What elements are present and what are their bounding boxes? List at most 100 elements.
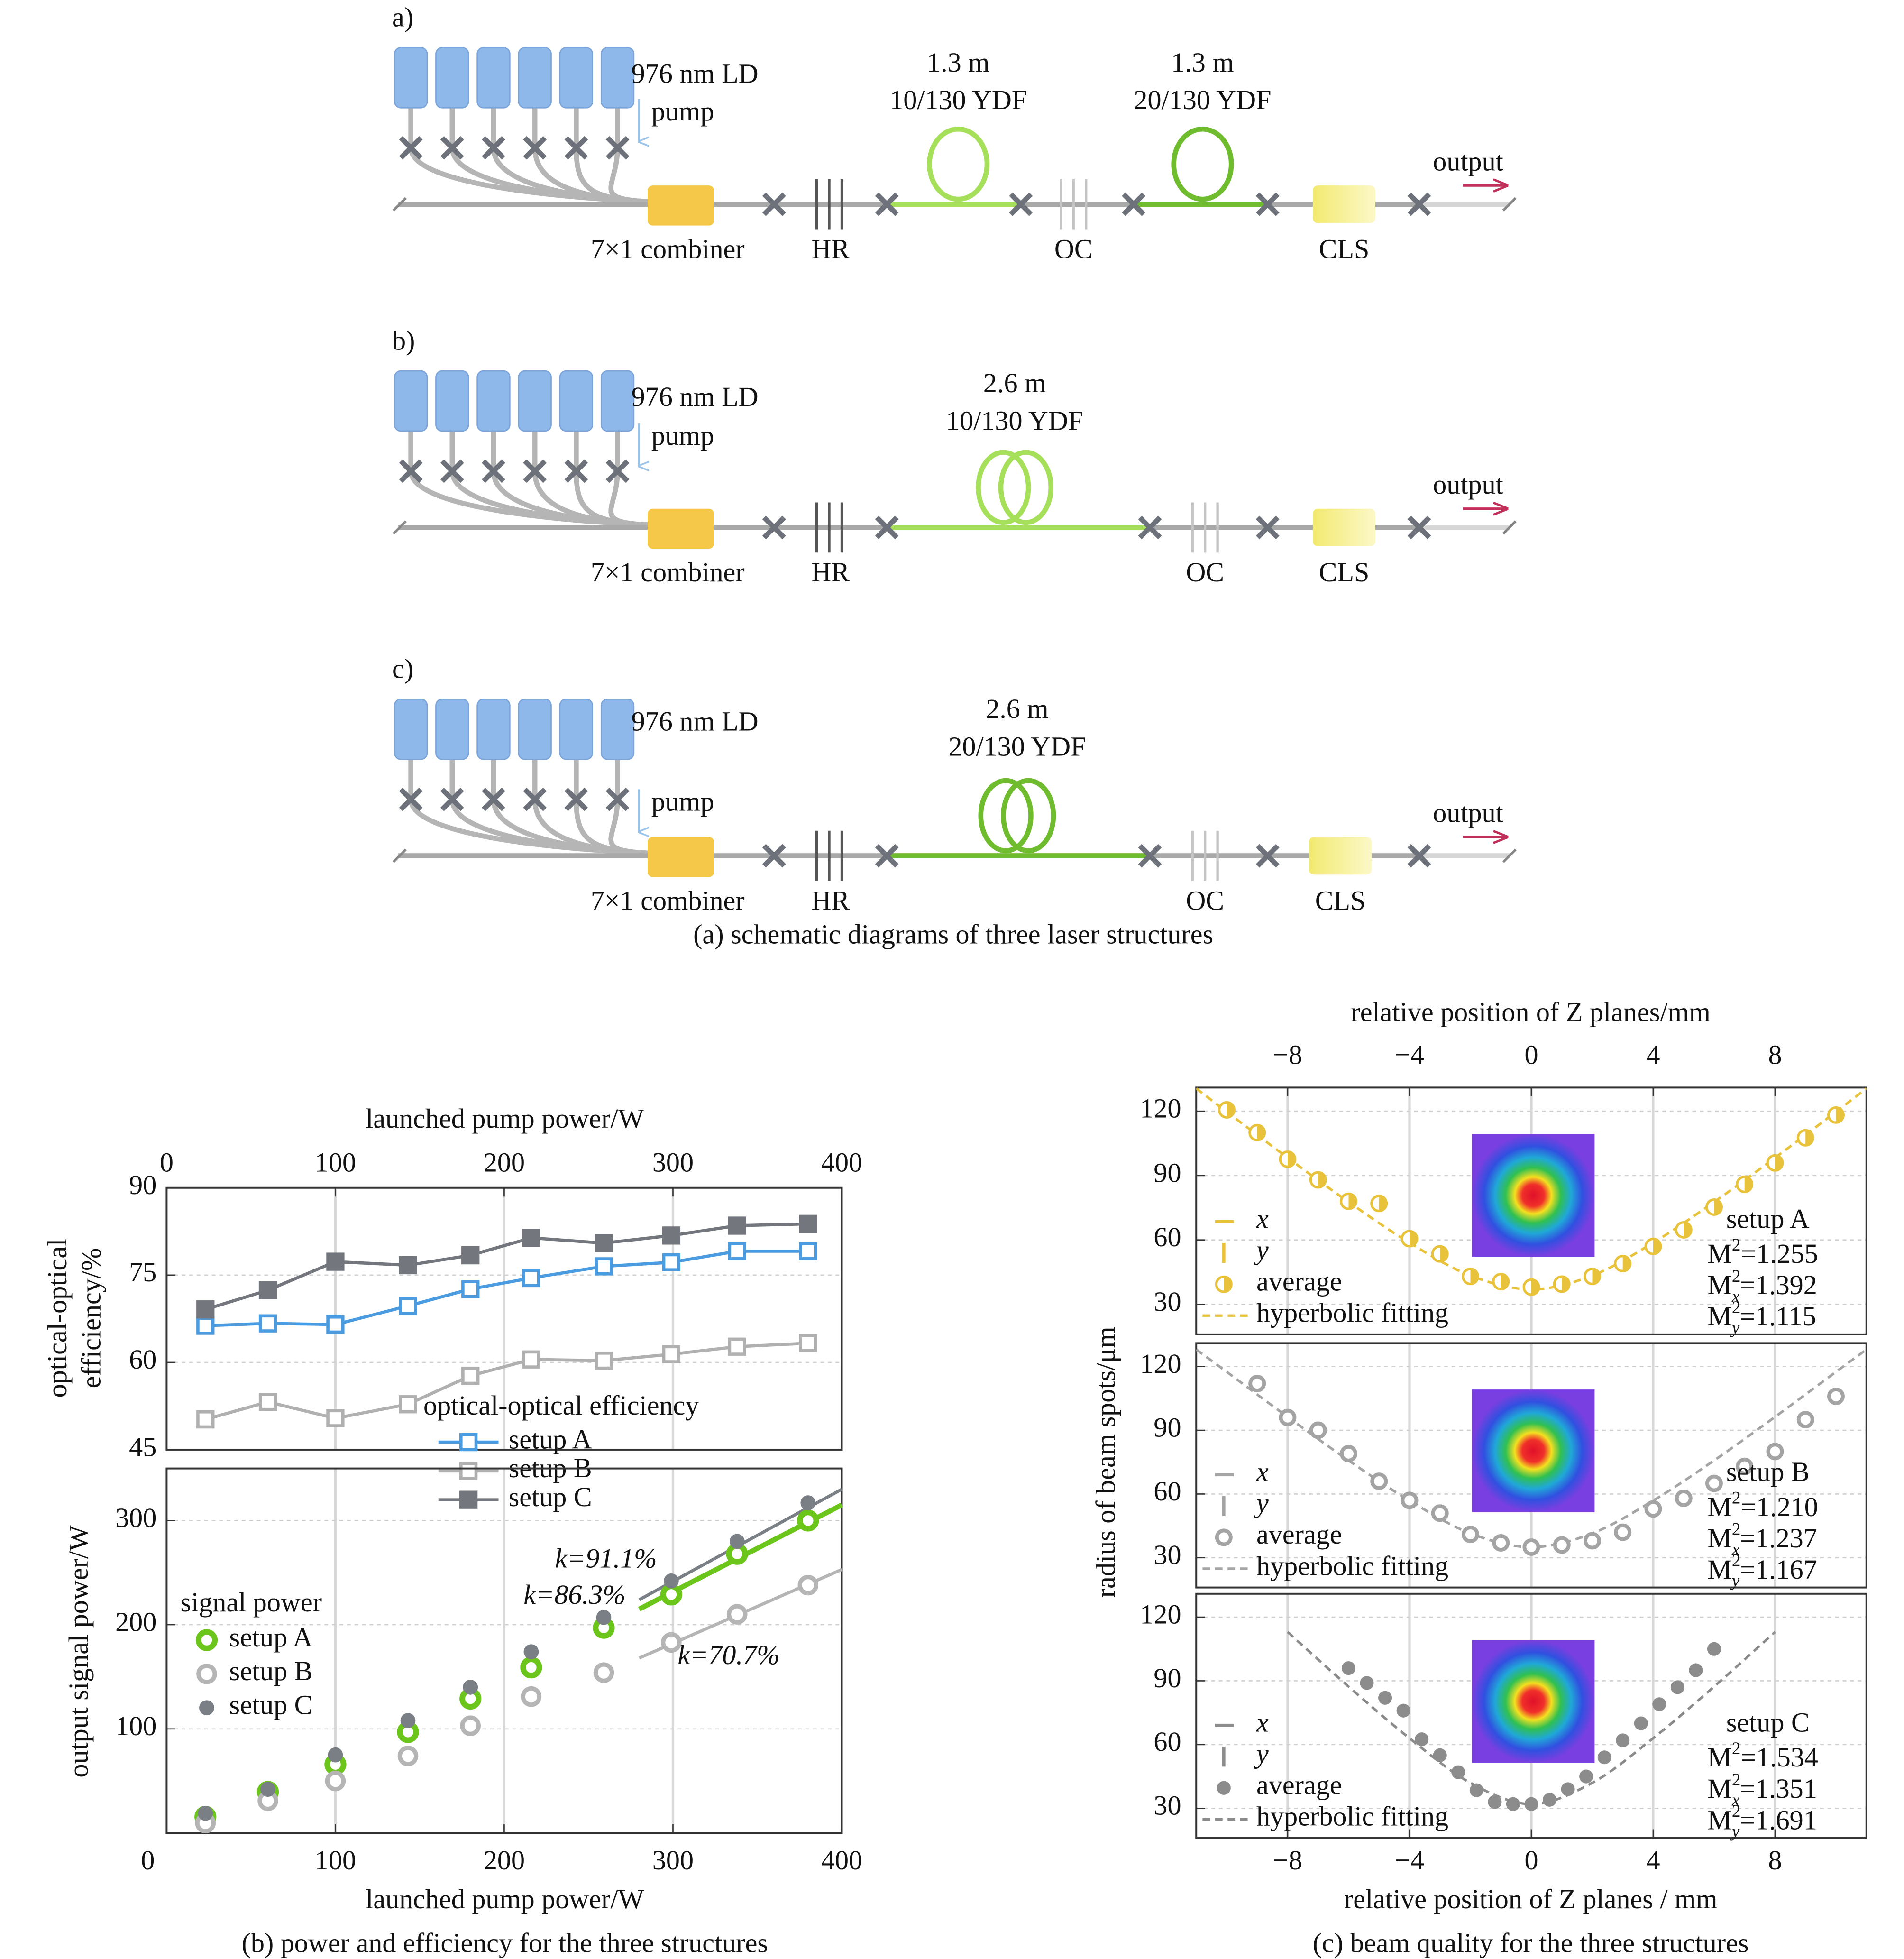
efficiency-marker	[799, 1242, 817, 1260]
y-axis-label: output signal power/W	[63, 1525, 94, 1778]
x-tick-label: −4	[1395, 1039, 1424, 1070]
fiber-length: 1.3 m	[927, 47, 989, 78]
m2-symbol: M	[1707, 1491, 1732, 1522]
output-label: output	[1433, 146, 1503, 176]
component-label: HR	[811, 233, 850, 264]
laser-diode	[518, 47, 552, 109]
power-marker	[593, 1662, 614, 1683]
average-marker	[1827, 1387, 1845, 1405]
y-axis-label: efficiency/%	[76, 1248, 107, 1389]
setup-label: setup B	[1726, 1456, 1810, 1487]
power-marker	[463, 1680, 478, 1695]
average-marker	[1217, 1781, 1231, 1795]
efficiency-marker	[728, 1216, 746, 1235]
y-tick-label: 30	[1153, 1539, 1181, 1570]
marker-half	[1775, 1155, 1783, 1171]
combiner	[647, 837, 714, 877]
marker-half	[1531, 1279, 1539, 1295]
splice	[1407, 515, 1431, 540]
splice	[1138, 515, 1162, 540]
y-tick-label: 120	[1140, 1093, 1181, 1124]
fiber-cleave	[392, 848, 407, 863]
efficiency-marker	[461, 1366, 480, 1385]
fiber-length: 2.6 m	[986, 693, 1048, 724]
splice	[1255, 192, 1280, 216]
average-marker	[1766, 1154, 1784, 1172]
cladding-light-stripper	[1312, 185, 1376, 223]
splice	[875, 844, 899, 868]
splice	[564, 136, 588, 160]
y-tick-label: 30	[1153, 1790, 1181, 1821]
legend-label: setup A	[509, 1424, 592, 1454]
splice	[762, 844, 786, 868]
splice	[605, 459, 630, 483]
legend-label: setup C	[229, 1690, 313, 1720]
marker-half	[1409, 1231, 1417, 1246]
legend-marker	[459, 1433, 478, 1452]
y-tick-label: 60	[1153, 1476, 1181, 1507]
fiber-coil	[998, 450, 1054, 525]
efficiency-marker	[258, 1281, 277, 1299]
average-marker	[1492, 1273, 1510, 1291]
legend-marker	[459, 1462, 478, 1481]
average-marker	[1524, 1797, 1538, 1811]
cladding-light-stripper	[1309, 837, 1372, 875]
power-marker	[797, 1574, 819, 1596]
power-marker	[260, 1782, 275, 1797]
marker-half	[1224, 1277, 1232, 1292]
y-axis-label: optical-optical	[42, 1239, 73, 1398]
splice	[875, 192, 899, 216]
efficiency-marker	[799, 1214, 817, 1233]
y-tick-label: 200	[115, 1606, 156, 1637]
average-marker	[1675, 1221, 1693, 1239]
m2-label: M2=1.255	[1707, 1235, 1818, 1269]
laser-diode	[394, 47, 428, 109]
average-marker	[1309, 1171, 1327, 1189]
fiber-length: 1.3 m	[1171, 47, 1234, 78]
component-label: 7×1 combiner	[591, 885, 745, 916]
splice	[399, 787, 423, 811]
y-tick-label: 45	[129, 1431, 156, 1462]
marker-half	[1257, 1125, 1265, 1140]
m2-sup: 2	[1732, 1266, 1740, 1286]
fiber-length: 2.6 m	[983, 368, 1046, 398]
x-axis-label: launched pump power/W	[366, 1103, 644, 1134]
fiber-cleave	[392, 197, 407, 212]
y-axis-label: radius of beam spots/μm	[1090, 1326, 1121, 1598]
laser-diode	[559, 699, 594, 760]
average-marker	[1705, 1474, 1723, 1492]
average-marker	[1215, 1275, 1233, 1293]
y-tick-label: 120	[1140, 1599, 1181, 1629]
average-marker	[1614, 1523, 1632, 1541]
splice	[1009, 192, 1033, 216]
splice	[762, 515, 786, 540]
m2-label: M2 y=1.167	[1707, 1551, 1817, 1590]
efficiency-line	[205, 1222, 808, 1311]
laser-diode	[559, 370, 594, 432]
m2-value: =1.115	[1739, 1301, 1816, 1332]
laser-diode	[518, 699, 552, 760]
efficiency-marker	[399, 1395, 417, 1414]
fiber-type: 20/130 YDF	[948, 731, 1086, 762]
pump-source-label: 976 nm LD	[632, 381, 759, 412]
efficiency-line	[205, 1342, 808, 1421]
m2-sup: 2	[1732, 1519, 1740, 1539]
power-marker	[400, 1713, 416, 1729]
efficiency-marker	[258, 1314, 277, 1333]
marker-half	[1622, 1256, 1630, 1271]
x-axis-label: relative position of Z planes/mm	[1351, 996, 1711, 1027]
caption: (b) power and efficiency for the three s…	[241, 1928, 768, 1959]
splice	[564, 787, 588, 811]
x-tick-label: 100	[315, 1147, 356, 1178]
average-marker	[1378, 1691, 1392, 1705]
m2-value: =1.392	[1739, 1269, 1817, 1300]
power-marker	[664, 1573, 679, 1589]
component-label: HR	[811, 557, 850, 588]
x-tick-label: 0	[1524, 1039, 1538, 1070]
power-marker	[726, 1604, 748, 1625]
m2-symbol: M	[1707, 1774, 1732, 1804]
splice	[523, 459, 547, 483]
marker-half	[1318, 1172, 1326, 1187]
legend-label: x	[1256, 1707, 1269, 1738]
average-marker	[1689, 1663, 1703, 1677]
